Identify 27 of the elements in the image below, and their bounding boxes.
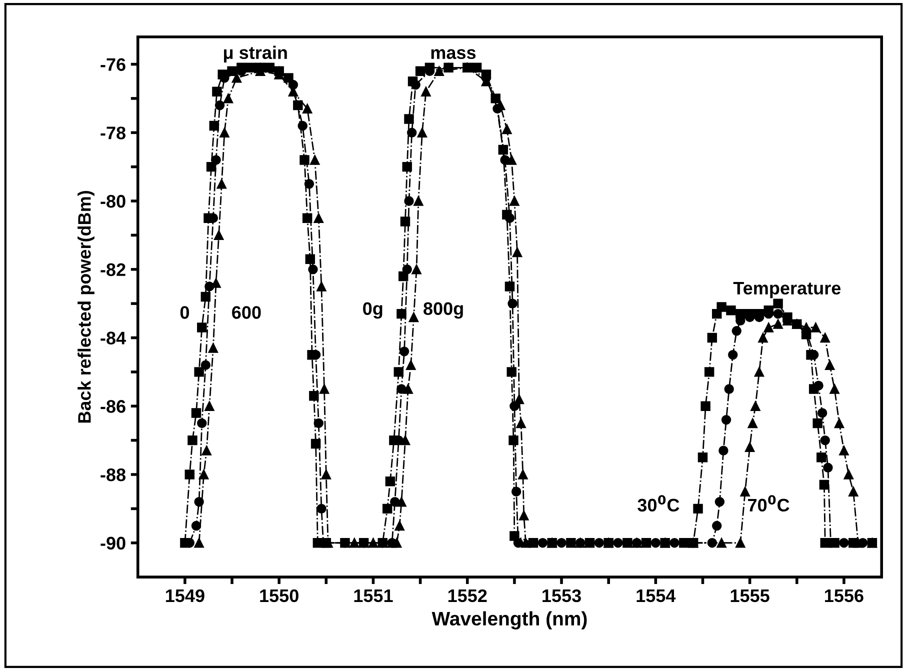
y-tick-label: -86 <box>100 400 126 413</box>
x-axis-title: Wavelength (nm) <box>432 611 587 630</box>
annotation: 70$^{0}$C <box>748 495 790 512</box>
x-tick-label: 1555 <box>730 590 770 602</box>
annotation: Temperature <box>733 282 841 298</box>
annotation: 0g <box>363 302 382 319</box>
annotation: mass <box>431 49 476 60</box>
y-axis-title: Back reflected power(dBm) <box>78 190 94 423</box>
y-tick-label: -84 <box>100 332 126 344</box>
annotation: 0 <box>180 306 189 319</box>
annotation: 30$^{0}$C <box>638 495 680 512</box>
y-tick-label: -78 <box>100 126 126 140</box>
y-tick-label: -90 <box>100 536 126 550</box>
annotation: μ strain <box>224 46 287 63</box>
x-tick-label: 1552 <box>448 589 487 602</box>
x-tick-label: 1553 <box>542 589 581 602</box>
annotation: 800g <box>424 302 463 319</box>
x-tick-label: 1551 <box>354 590 393 602</box>
x-tick-label: 1554 <box>636 590 676 602</box>
y-tick-label: -80 <box>100 194 126 208</box>
annotation: 600 <box>232 306 261 319</box>
y-tick-label: -82 <box>100 263 126 276</box>
x-tick-label: 1556 <box>825 589 864 602</box>
x-tick-label: 1549 <box>166 589 204 602</box>
y-tick-label: -88 <box>100 468 126 482</box>
y-tick-label: -76 <box>100 58 126 71</box>
x-tick-label: 1550 <box>260 589 298 602</box>
